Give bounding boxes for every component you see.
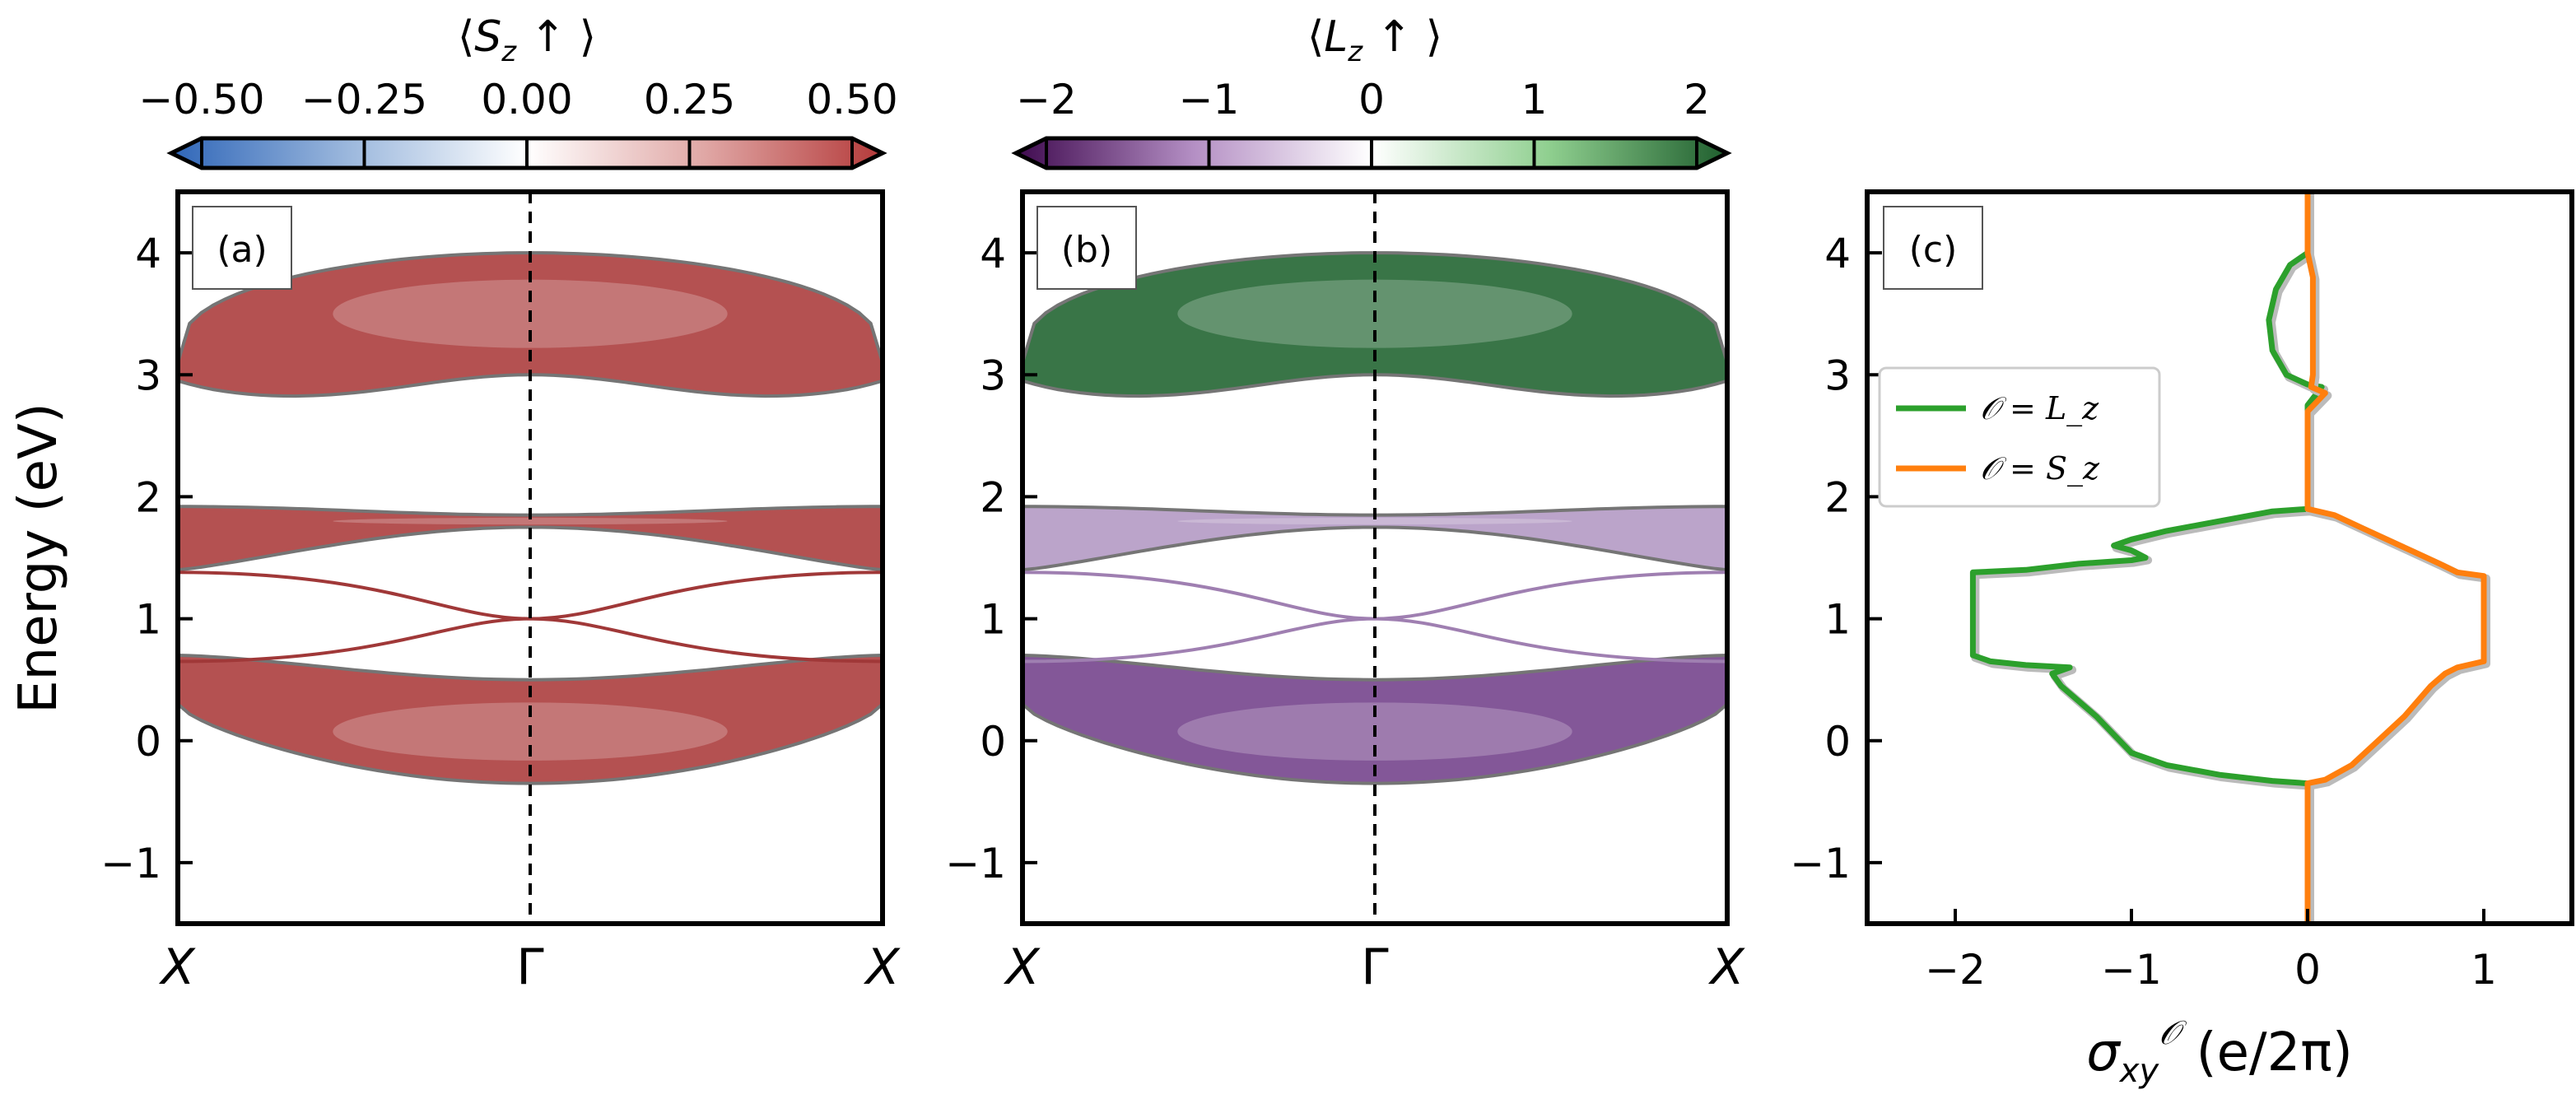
y-tick-label: 0 — [135, 718, 161, 766]
y-tick-label: 1 — [1824, 596, 1851, 644]
colorbar-lz-ticks: −2 −1 0 1 2 — [1016, 76, 1710, 168]
panel-a-tag: (a) — [192, 206, 292, 290]
x-tick-label: −2 — [1925, 946, 1986, 994]
panel-b-frame — [1020, 189, 1730, 926]
panel-a: −1 0 1 2 3 4 X Γ X (a) Energy (eV) — [8, 189, 901, 996]
kpoint-label: Γ — [516, 938, 544, 996]
y-tick-label: 4 — [980, 230, 1006, 277]
legend-lz-label: 𝒪 = L_z — [1980, 390, 2099, 427]
colorbar-tick-label: 0 — [1358, 76, 1385, 123]
y-tick-label: 3 — [135, 352, 161, 399]
y-tick-label: 1 — [135, 596, 161, 644]
y-tick-label: 0 — [980, 718, 1006, 766]
panel-b-tag: (b) — [1036, 206, 1137, 290]
series-shadow — [2306, 194, 2490, 924]
colorbar-tick-label: −0.25 — [301, 76, 427, 123]
edge-state-curve — [178, 570, 883, 664]
band-middle — [1022, 505, 1727, 572]
panel-c-legend: 𝒪 = L_z 𝒪 = S_z — [1878, 366, 2161, 508]
edge-state-curve — [1022, 570, 1727, 664]
colorbar-tick-label: 0.25 — [644, 76, 735, 123]
band-middle-highlight — [1177, 517, 1572, 525]
panel-c-tag: (c) — [1883, 206, 1983, 290]
colorbar-lz-title: ⟨Lz ↑ ⟩ — [1307, 12, 1442, 68]
kpoint-label: X — [1707, 938, 1745, 996]
panel-b-label: (b) — [1061, 229, 1112, 271]
panel-a-label: (a) — [217, 229, 267, 271]
colorbar-tick-label: 1 — [1521, 76, 1548, 123]
y-tick-label: 3 — [980, 352, 1006, 399]
kpoint-label: X — [1003, 938, 1041, 996]
y-tick-label: 4 — [1824, 230, 1851, 277]
kpoint-label: Γ — [1361, 938, 1389, 996]
x-tick-label: 0 — [2294, 946, 2321, 994]
y-tick-label: −1 — [100, 840, 161, 887]
panel-b-yaxis: −1 0 1 2 3 4 — [945, 230, 1037, 887]
x-axis-label-c: σxy𝒪 (e/2π) — [2086, 1014, 2353, 1090]
y-tick-label: 0 — [1824, 718, 1851, 766]
panel-c-yaxis: −1 0 1 2 3 4 — [1790, 230, 1882, 887]
legend-sz-label: 𝒪 = S_z — [1980, 450, 2100, 487]
panel-c: −1 0 1 2 3 4 −2 −1 0 1 (c) 𝒪 = L_z 𝒪 = S_z σxy𝒪 … — [1790, 189, 2574, 1090]
panel-c-lines — [1969, 192, 2490, 924]
colorbar-tick-label: 0.50 — [806, 76, 897, 123]
x-tick-label: 1 — [2471, 946, 2497, 994]
panel-c-xaxis: −2 −1 0 1 — [1925, 909, 2497, 994]
panel-c-label: (c) — [1909, 229, 1958, 271]
panel-a-yaxis: −1 0 1 2 3 4 — [100, 230, 193, 887]
panel-a-bands — [178, 251, 883, 785]
y-tick-label: 2 — [1824, 473, 1851, 521]
kpoint-label: X — [863, 938, 901, 996]
y-tick-label: 4 — [135, 230, 161, 277]
colorbar-tick-label: −2 — [1016, 76, 1077, 123]
band-upper — [178, 251, 883, 398]
colorbar-sz: ⟨Sz ↑ ⟩ −0.50 −0.25 0.00 0.25 0.50 — [138, 12, 898, 170]
band-middle-highlight — [333, 517, 728, 525]
y-tick-label: 2 — [980, 473, 1006, 521]
kpoint-label: X — [158, 938, 196, 996]
panel-c-frame — [1865, 189, 2574, 926]
panel-a-frame — [175, 189, 885, 926]
colorbar-tick-label: 2 — [1684, 76, 1710, 123]
y-tick-label: 2 — [135, 473, 161, 521]
y-tick-label: −1 — [1790, 840, 1851, 887]
colorbar-tick-label: −0.50 — [138, 76, 264, 123]
y-tick-label: −1 — [945, 840, 1006, 887]
band-middle — [178, 505, 883, 572]
colorbar-tick-label: −1 — [1179, 76, 1240, 123]
x-tick-label: −1 — [2101, 946, 2162, 994]
colorbar-sz-title: ⟨Sz ↑ ⟩ — [458, 12, 596, 68]
y-axis-label: Energy (eV) — [8, 403, 69, 714]
colorbar-sz-ticks: −0.50 −0.25 0.00 0.25 0.50 — [138, 76, 898, 168]
series-shadow — [1971, 251, 2329, 924]
colorbar-tick-label: 0.00 — [481, 76, 572, 123]
colorbar-lz: ⟨Lz ↑ ⟩ −2 −1 0 1 2 — [1011, 12, 1732, 170]
series-line — [2304, 192, 2487, 924]
band-lower — [178, 653, 883, 785]
panel-b: −1 0 1 2 3 4 X Γ X (b) — [945, 189, 1745, 996]
band-lower — [1022, 653, 1727, 785]
y-tick-label: 3 — [1824, 352, 1851, 399]
series-line — [1969, 250, 2325, 924]
band-upper — [1022, 251, 1727, 398]
y-tick-label: 1 — [980, 596, 1006, 644]
